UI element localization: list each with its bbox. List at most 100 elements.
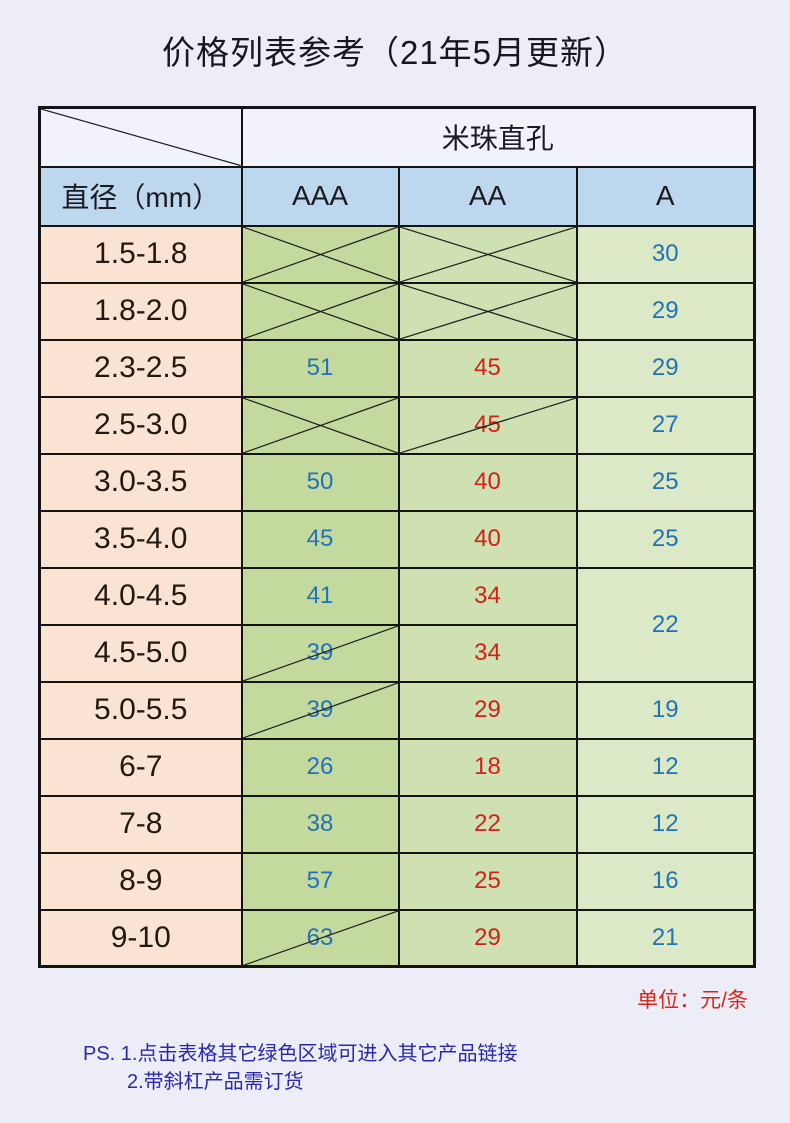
price-cell-aa[interactable]: 45 <box>397 395 578 455</box>
price-value: 18 <box>474 753 501 780</box>
column-header-aaa: AAA <box>240 165 400 227</box>
price-value: 41 <box>306 582 334 609</box>
price-value: 29 <box>474 696 501 723</box>
note-line-2: 2.带斜杠产品需订货 <box>127 1071 304 1093</box>
price-value: 45 <box>474 411 501 438</box>
price-value: 39 <box>306 696 334 723</box>
diameter-cell: 9-10 <box>38 908 243 968</box>
corner-diagonal-line <box>41 109 241 166</box>
note-line-1: PS. 1.点击表格其它绿色区域可进入其它产品链接 <box>83 1043 518 1065</box>
price-cell-aa[interactable]: 18 <box>397 737 578 797</box>
price-cell-aaa[interactable]: 41 <box>240 566 400 626</box>
price-cell-aa[interactable]: 29 <box>397 680 578 740</box>
table-row: 3.5-4.0 45 40 25 <box>38 509 756 569</box>
price-cell-aaa[interactable]: 26 <box>240 737 400 797</box>
diameter-cell: 2.5-3.0 <box>38 395 243 455</box>
diameter-cell: 6-7 <box>38 737 243 797</box>
price-cell-aaa[interactable]: 63 <box>240 908 400 968</box>
price-cell-aaa[interactable]: 45 <box>240 509 400 569</box>
table-row: 1.5-1.8 30 <box>38 224 756 284</box>
category-header-row: 米珠直孔 <box>38 106 756 168</box>
price-cell-aaa[interactable]: 39 <box>240 623 400 683</box>
price-cell-aa[interactable]: 22 <box>397 794 578 854</box>
table-row: 2.5-3.0 45 27 <box>38 395 756 455</box>
price-cell-a[interactable]: 12 <box>575 794 756 854</box>
price-cell-aaa[interactable]: 50 <box>240 452 400 512</box>
price-cell-a[interactable]: 22 <box>575 566 756 683</box>
price-cell-a[interactable]: 25 <box>575 509 756 569</box>
price-value: 57 <box>306 867 334 894</box>
price-cell-aaa[interactable] <box>240 224 400 284</box>
cross-out-mark <box>243 227 398 282</box>
column-header-diameter: 直径（mm） <box>38 165 243 227</box>
price-value: 12 <box>651 753 679 780</box>
price-cell-a[interactable]: 21 <box>575 908 756 968</box>
price-value: 51 <box>306 354 334 381</box>
diameter-cell: 4.0-4.5 <box>38 566 243 626</box>
price-value: 19 <box>651 696 679 723</box>
price-cell-aaa[interactable]: 57 <box>240 851 400 911</box>
notes-block: PS. 1.点击表格其它绿色区域可进入其它产品链接 2.带斜杠产品需订货 <box>83 1040 517 1096</box>
page-title: 价格列表参考（21年5月更新） <box>161 34 629 71</box>
price-cell-a[interactable]: 30 <box>575 224 756 284</box>
price-cell-aaa[interactable]: 38 <box>240 794 400 854</box>
price-table: 米珠直孔 直径（mm） AAA AA A 1.5-1.8 30 1.8-2.0 29 2… <box>38 106 756 968</box>
table-row: 6-7 26 18 12 <box>38 737 756 797</box>
price-cell-aa[interactable]: 40 <box>397 509 578 569</box>
table-body: 1.5-1.8 30 1.8-2.0 29 2.3-2.5 51 45 29 2.5-3.0 45… <box>38 224 756 968</box>
diameter-cell: 1.5-1.8 <box>38 224 243 284</box>
price-value: 34 <box>474 639 501 666</box>
price-value: 50 <box>306 468 334 495</box>
price-cell-a[interactable]: 27 <box>575 395 756 455</box>
diameter-cell: 3.5-4.0 <box>38 509 243 569</box>
table-row: 4.0-4.5 41 34 22 <box>38 566 756 683</box>
price-value: 40 <box>474 468 501 495</box>
price-cell-a[interactable]: 12 <box>575 737 756 797</box>
price-cell-aaa[interactable]: 39 <box>240 680 400 740</box>
price-value: 22 <box>651 610 679 638</box>
price-cell-aa[interactable]: 29 <box>397 908 578 968</box>
price-cell-a[interactable]: 25 <box>575 452 756 512</box>
price-cell-a[interactable]: 29 <box>575 281 756 341</box>
price-cell-aa[interactable]: 34 <box>397 623 578 683</box>
price-cell-a[interactable]: 29 <box>575 338 756 398</box>
column-header-row: 直径（mm） AAA AA A <box>38 165 756 227</box>
table-row: 4.5-5.0 39 34 <box>38 623 755 683</box>
price-value: 29 <box>651 354 679 381</box>
price-cell-aa[interactable] <box>397 224 578 284</box>
diameter-cell: 1.8-2.0 <box>38 281 243 341</box>
price-cell-aa[interactable]: 45 <box>397 338 578 398</box>
cross-out-mark <box>400 284 576 339</box>
price-cell-aa[interactable]: 34 <box>397 566 578 626</box>
price-value: 21 <box>651 923 679 951</box>
price-value: 40 <box>474 525 501 552</box>
price-cell-aaa[interactable] <box>240 395 400 455</box>
price-cell-aaa[interactable]: 51 <box>240 338 400 398</box>
price-value: 63 <box>306 923 334 951</box>
price-value: 27 <box>651 411 679 438</box>
table-row: 9-10 63 29 21 <box>38 908 756 968</box>
column-header-a: A <box>575 165 756 227</box>
price-value: 26 <box>306 753 334 780</box>
corner-cell <box>38 106 243 168</box>
cross-out-mark <box>243 284 398 339</box>
price-value: 30 <box>651 240 679 267</box>
column-header-aa: AA <box>397 165 578 227</box>
category-header: 米珠直孔 <box>240 106 756 168</box>
price-cell-aa[interactable]: 25 <box>397 851 578 911</box>
diameter-cell: 8-9 <box>38 851 243 911</box>
unit-label: 单位：元/条 <box>637 989 748 1012</box>
diameter-cell: 2.3-2.5 <box>38 338 243 398</box>
price-cell-aa[interactable]: 40 <box>397 452 578 512</box>
price-value: 16 <box>651 867 679 894</box>
price-value: 39 <box>306 639 334 666</box>
cross-out-mark <box>400 227 576 282</box>
price-value: 45 <box>306 525 334 552</box>
price-cell-aaa[interactable] <box>240 281 400 341</box>
price-value: 38 <box>306 810 334 837</box>
table-row: 3.0-3.5 50 40 25 <box>38 452 756 512</box>
price-cell-a[interactable]: 16 <box>575 851 756 911</box>
price-cell-a[interactable]: 19 <box>575 680 756 740</box>
price-cell-aa[interactable] <box>397 281 578 341</box>
diameter-cell: 4.5-5.0 <box>38 623 243 683</box>
